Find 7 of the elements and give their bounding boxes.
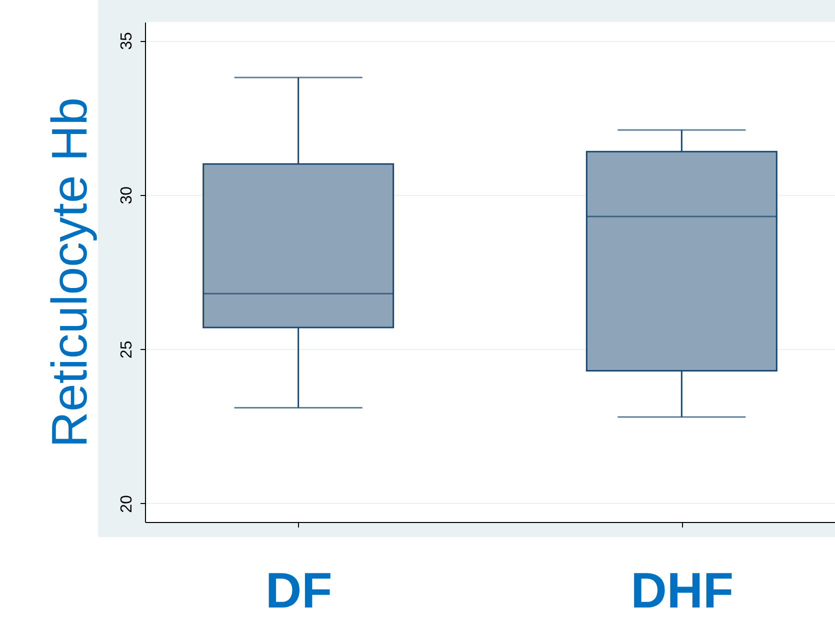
y-tick-label: 35 <box>118 32 136 50</box>
x-tick-label: DHF <box>630 562 734 618</box>
y-tick-label: 20 <box>118 494 136 513</box>
y-tick-label: 30 <box>118 186 136 204</box>
y-tick-label: 25 <box>118 340 136 359</box>
y-axis-title: Reticulocyte Hb <box>42 97 98 448</box>
x-tick-label: DF <box>266 562 332 618</box>
